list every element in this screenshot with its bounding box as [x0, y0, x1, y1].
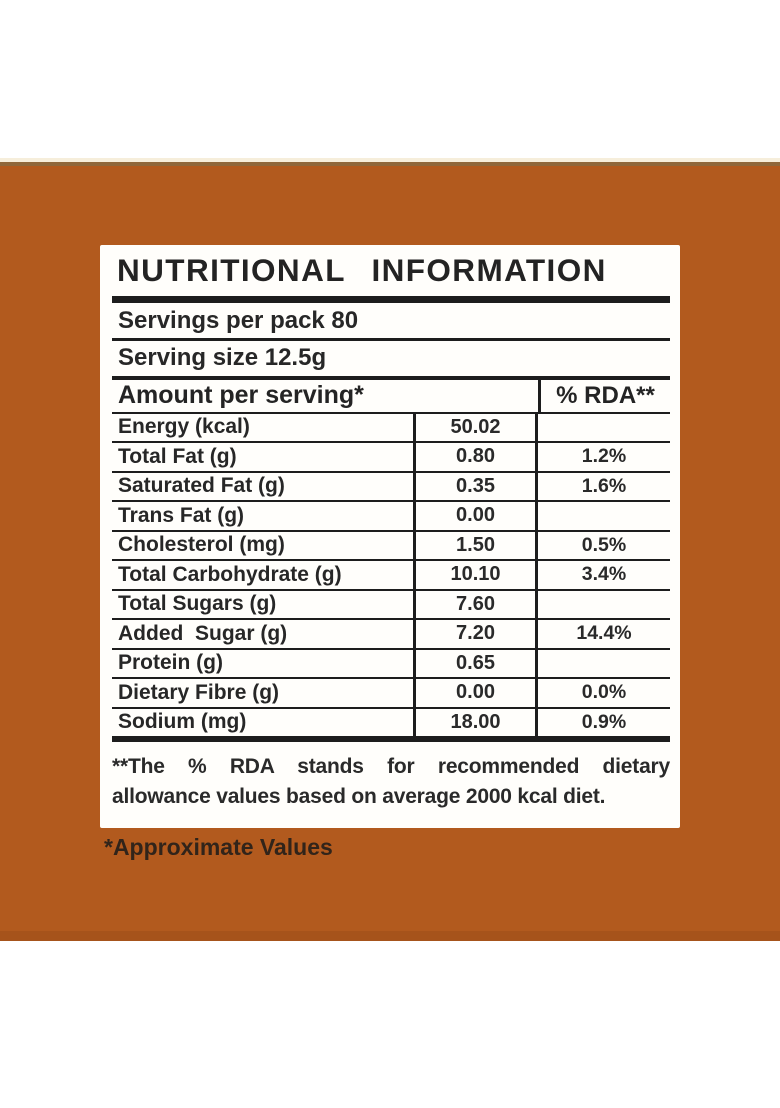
nutrient-name: Sodium (mg) [118, 710, 247, 734]
divider-rule [112, 338, 670, 341]
title-rule [112, 296, 670, 303]
serving-size-row: Serving size 12.5g [118, 344, 327, 371]
nutrient-name: Saturated Fat (g) [118, 474, 285, 498]
nutrient-amount: 50.02 [413, 413, 538, 441]
nutrient-row: Sodium (mg) 18.00 0.9% [112, 706, 670, 736]
nutrient-amount: 0.00 [413, 679, 538, 707]
nutrient-row: Total Fat (g) 0.80 1.2% [112, 441, 670, 471]
nutrient-rda: 0.9% [581, 710, 627, 733]
nutrient-rda [538, 591, 670, 619]
nutrient-name: Energy (kcal) [118, 415, 250, 439]
nutrient-rda [538, 414, 670, 442]
band-top-cream-line [0, 158, 780, 162]
nutrient-rda: 1.2% [581, 445, 627, 468]
nutrient-amount: 7.20 [413, 620, 538, 648]
servings-per-pack-row: Servings per pack 80 [118, 306, 359, 334]
nutrient-amount: 1.50 [413, 531, 538, 559]
rda-column-header: % RDA** [538, 379, 670, 412]
nutrient-amount: 7.60 [413, 590, 538, 618]
nutrition-rows: Energy (kcal) 50.02 Total Fat (g) 0.80 1… [112, 411, 670, 736]
nutrient-amount: 18.00 [413, 708, 538, 736]
nutrient-name: Protein (g) [118, 651, 223, 675]
nutrient-row: Trans Fat (g) 0.00 [112, 500, 670, 530]
nutrient-row: Dietary Fibre (g) 0.00 0.0% [112, 677, 670, 707]
nutrient-name: Added Sugar (g) [118, 621, 288, 645]
footnote-line-2: allowance values based on average 2000 k… [112, 785, 606, 808]
column-header-row: Amount per serving* % RDA** [112, 379, 670, 412]
approximate-values-note: *Approximate Values [104, 834, 333, 860]
band-bottom-edge [0, 931, 780, 941]
footnote-line-1: **The % RDA stands for recommended dieta… [112, 755, 670, 778]
nutrient-row: Total Carbohydrate (g) 10.10 3.4% [112, 559, 670, 589]
nutrient-rda [538, 502, 670, 530]
nutrient-name: Trans Fat (g) [118, 503, 245, 527]
nutrient-amount: 0.65 [413, 649, 538, 677]
nutrient-name: Total Carbohydrate (g) [118, 562, 342, 586]
nutrition-facts-card: NUTRITIONAL INFORMATION Servings per pac… [100, 245, 680, 828]
amount-column-header: Amount per serving* [118, 381, 364, 409]
nutrient-name: Cholesterol (mg) [118, 533, 285, 557]
rda-footnote: **The % RDA stands for recommended dieta… [112, 752, 670, 812]
nutrient-rda: 3.4% [581, 563, 627, 586]
table-bottom-rule [112, 736, 670, 742]
nutrient-row: Protein (g) 0.65 [112, 647, 670, 678]
nutrition-title: NUTRITIONAL INFORMATION [117, 252, 607, 288]
nutrient-row: Added Sugar (g) 7.20 14.4% [112, 618, 670, 648]
nutrient-name: Total Sugars (g) [118, 592, 277, 616]
nutrient-amount: 10.10 [413, 561, 538, 589]
nutrient-name: Dietary Fibre (g) [118, 680, 280, 704]
nutrient-amount: 0.80 [413, 443, 538, 471]
nutrient-row: Energy (kcal) 50.02 [112, 411, 670, 442]
nutrient-rda: 0.0% [581, 681, 627, 704]
nutrient-rda [538, 650, 670, 678]
nutrient-row: Saturated Fat (g) 0.35 1.6% [112, 470, 670, 500]
nutrient-amount: 0.00 [413, 502, 538, 530]
nutrient-rda: 0.5% [581, 533, 627, 556]
nutrient-rda: 1.6% [581, 474, 627, 497]
nutrient-rda: 14.4% [576, 622, 632, 645]
nutrient-row: Total Sugars (g) 7.60 [112, 588, 670, 619]
nutrient-name: Total Fat (g) [118, 444, 237, 468]
nutrient-amount: 0.35 [413, 472, 538, 500]
nutrient-row: Cholesterol (mg) 1.50 0.5% [112, 529, 670, 559]
header-top-rule [112, 375, 670, 380]
